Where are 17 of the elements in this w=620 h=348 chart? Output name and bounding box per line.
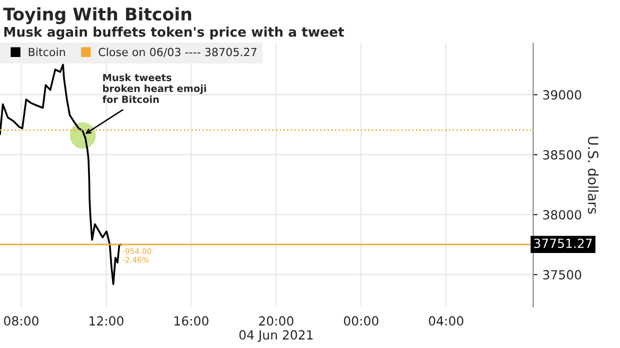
chart-subtitle: Musk again buffets token's price with a tweet: [4, 26, 344, 40]
y-tick-label: 39000: [543, 90, 582, 100]
y-tick-label: 37500: [543, 270, 582, 280]
annotation: Musk tweets broken heart emoji for Bitcoin: [102, 74, 206, 104]
y-tick-label: 38000: [543, 210, 582, 220]
x-tick-label: 00:00: [344, 316, 378, 326]
x-tick-label: 16:00: [174, 316, 208, 326]
chart-title: Toying With Bitcoin: [3, 7, 192, 24]
x-tick-label: 08:00: [4, 316, 38, 326]
x-tick-label: 12:00: [90, 316, 124, 326]
legend-label: Close on 06/03 ---- 38705.27: [98, 48, 256, 58]
y-axis-title: U.S. dollars: [588, 136, 599, 214]
ref-line-label: 37751.27: [534, 238, 592, 248]
x-tick-label: 04:00: [428, 316, 464, 326]
legend-label: Bitcoin: [28, 48, 65, 56]
y-tick-label: 38500: [543, 150, 582, 160]
x-tick-label: 20:00 04 Jun 2021: [239, 316, 313, 342]
